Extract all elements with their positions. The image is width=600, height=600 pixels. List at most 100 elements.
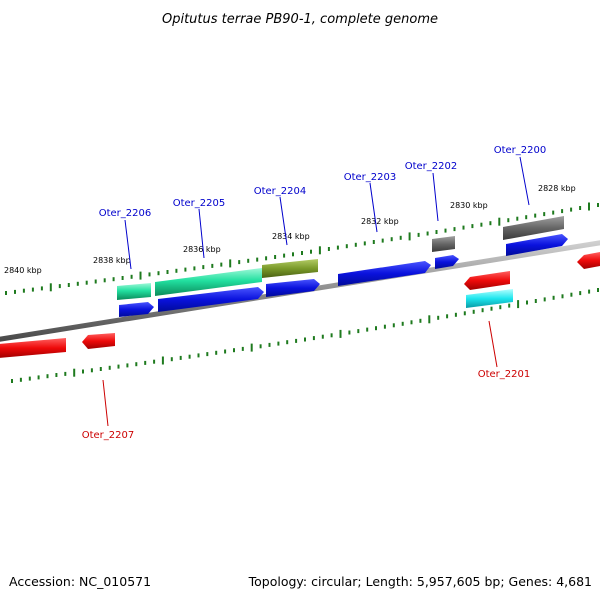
kbp-label-2828: 2828 kbp bbox=[538, 184, 576, 193]
minor-tick bbox=[117, 364, 120, 369]
minor-tick bbox=[301, 251, 303, 255]
minor-tick bbox=[283, 253, 286, 258]
minor-tick bbox=[82, 369, 84, 374]
cds-arrow-oter-2202[interactable] bbox=[435, 255, 459, 269]
minor-tick bbox=[336, 245, 339, 250]
minor-tick bbox=[46, 374, 49, 379]
minor-tick bbox=[121, 276, 124, 280]
cds-arrow-oter-2206[interactable] bbox=[119, 302, 154, 317]
major-tick bbox=[139, 271, 142, 280]
minor-tick bbox=[552, 295, 555, 300]
gene-label-oter-2200[interactable]: Oter_2200 bbox=[494, 145, 547, 156]
cds-arrow-oter-2204[interactable] bbox=[266, 279, 320, 297]
gene-block-oter-2204[interactable] bbox=[262, 259, 318, 278]
genome-summary-text: Topology: circular; Length: 5,957,605 bp… bbox=[248, 574, 592, 589]
minor-tick bbox=[472, 309, 475, 314]
cds-arrow-left-edge[interactable] bbox=[0, 338, 66, 358]
major-tick bbox=[428, 315, 431, 324]
minor-tick bbox=[108, 365, 111, 370]
minor-tick bbox=[310, 249, 312, 254]
minor-tick bbox=[534, 213, 537, 218]
minor-tick bbox=[330, 333, 333, 338]
minor-tick bbox=[597, 288, 599, 292]
leader-oter-2205 bbox=[198, 208, 205, 259]
major-tick bbox=[73, 368, 76, 377]
gene-block-oter-2205[interactable] bbox=[155, 268, 262, 296]
forward-leader-lines bbox=[124, 156, 530, 270]
minor-tick bbox=[390, 237, 393, 242]
minor-tick bbox=[454, 312, 457, 317]
minor-tick bbox=[224, 349, 227, 354]
major-tick bbox=[229, 259, 232, 268]
minor-tick bbox=[597, 203, 599, 207]
leader-oter-2203 bbox=[369, 182, 378, 233]
minor-tick bbox=[148, 272, 151, 277]
minor-tick bbox=[392, 323, 395, 328]
minor-tick bbox=[153, 359, 156, 364]
cds-arrow-oter-2200[interactable] bbox=[506, 234, 568, 256]
gene-block-oter-2206[interactable] bbox=[117, 283, 151, 300]
minor-tick bbox=[94, 279, 97, 284]
minor-tick bbox=[184, 267, 187, 272]
minor-tick bbox=[525, 215, 528, 220]
minor-tick bbox=[64, 371, 67, 376]
minor-tick bbox=[55, 373, 58, 377]
minor-tick bbox=[375, 326, 377, 331]
minor-tick bbox=[268, 342, 271, 347]
minor-tick bbox=[85, 280, 88, 285]
minor-tick bbox=[363, 241, 366, 246]
minor-tick bbox=[135, 362, 138, 367]
gene-label-oter-2205[interactable]: Oter_2205 bbox=[173, 198, 226, 209]
minor-tick bbox=[570, 292, 573, 297]
outer-tick-marks bbox=[5, 202, 599, 295]
minor-tick bbox=[345, 244, 348, 249]
minor-tick bbox=[435, 230, 438, 234]
kbp-label-2832: 2832 kbp bbox=[361, 217, 399, 226]
minor-tick bbox=[256, 257, 259, 262]
gene-label-oter-2203[interactable]: Oter_2203 bbox=[344, 172, 397, 183]
minor-tick bbox=[175, 268, 178, 273]
leader-oter-2200 bbox=[519, 156, 530, 206]
minor-tick bbox=[588, 289, 591, 294]
major-tick bbox=[339, 329, 342, 338]
minor-tick bbox=[5, 291, 7, 295]
gene-block-oter-2201[interactable] bbox=[466, 289, 513, 308]
minor-tick bbox=[462, 225, 465, 230]
minor-tick bbox=[197, 353, 200, 358]
kbp-label-2840: 2840 kbp bbox=[4, 266, 42, 275]
minor-tick bbox=[58, 284, 61, 289]
gene-label-oter-2204[interactable]: Oter_2204 bbox=[254, 186, 307, 197]
kbp-label-2834: 2834 kbp bbox=[272, 232, 310, 241]
minor-tick bbox=[543, 297, 546, 302]
gene-label-oter-2207[interactable]: Oter_2207 bbox=[82, 430, 135, 441]
cds-arrow-oter-2207[interactable] bbox=[82, 333, 115, 349]
minor-tick bbox=[274, 255, 277, 259]
major-tick bbox=[498, 217, 501, 226]
gene-label-oter-2206[interactable]: Oter_2206 bbox=[99, 208, 152, 219]
cds-arrow-right-edge[interactable] bbox=[577, 252, 600, 269]
kbp-label-2830: 2830 kbp bbox=[450, 201, 488, 210]
minor-tick bbox=[37, 375, 40, 380]
major-tick bbox=[161, 356, 164, 365]
gene-label-oter-2202[interactable]: Oter_2202 bbox=[405, 161, 458, 172]
kbp-label-2838: 2838 kbp bbox=[93, 256, 131, 265]
gene-label-oter-2201[interactable]: Oter_2201 bbox=[478, 369, 531, 380]
cds-arrow-oter-2201[interactable] bbox=[464, 271, 510, 290]
cds-arrow-oter-2203[interactable] bbox=[338, 261, 431, 286]
minor-tick bbox=[490, 306, 493, 311]
gene-block-oter-2200[interactable] bbox=[503, 216, 564, 240]
minor-tick bbox=[259, 344, 262, 349]
minor-tick bbox=[426, 231, 429, 236]
minor-tick bbox=[366, 327, 369, 332]
cds-arrow-oter-2205[interactable] bbox=[158, 287, 264, 312]
gene-block-oter-2202[interactable] bbox=[432, 236, 455, 252]
minor-tick bbox=[312, 336, 315, 341]
minor-tick bbox=[295, 338, 298, 343]
major-tick bbox=[318, 246, 321, 255]
minor-tick bbox=[354, 242, 357, 247]
leader-oter-2201 bbox=[488, 320, 498, 368]
minor-tick bbox=[144, 360, 147, 365]
major-tick bbox=[250, 343, 253, 352]
minor-tick bbox=[552, 210, 555, 215]
minor-tick bbox=[90, 368, 93, 373]
